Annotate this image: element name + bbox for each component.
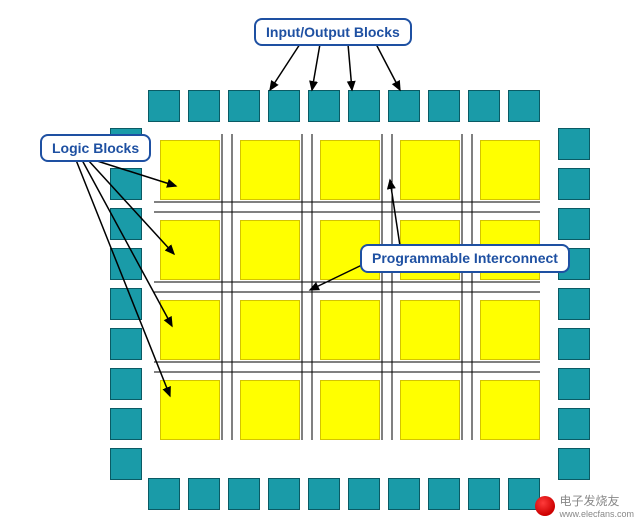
- elecfans-logo-icon: [535, 496, 555, 516]
- logic-block: [320, 380, 380, 440]
- logic-block: [480, 140, 540, 200]
- logic-block: [320, 140, 380, 200]
- label-io-blocks: Input/Output Blocks: [254, 18, 412, 46]
- logic-block: [480, 300, 540, 360]
- logic-block: [240, 220, 300, 280]
- label-programmable-interconnect: Programmable Interconnect: [360, 244, 570, 273]
- logic-block: [160, 300, 220, 360]
- logic-block: [160, 380, 220, 440]
- watermark-url: www.elecfans.com: [559, 509, 634, 519]
- logic-block: [400, 300, 460, 360]
- logic-block: [240, 300, 300, 360]
- logic-block: [400, 140, 460, 200]
- logic-block: [480, 380, 540, 440]
- logic-block: [240, 140, 300, 200]
- logic-block: [400, 380, 460, 440]
- logic-block: [320, 300, 380, 360]
- logic-block: [160, 220, 220, 280]
- watermark: 电子发烧友 www.elecfans.com: [535, 492, 634, 519]
- watermark-text: 电子发烧友: [559, 492, 634, 509]
- label-interconnect-text: Programmable Interconnect: [372, 250, 558, 266]
- logic-block: [160, 140, 220, 200]
- logic-block: [240, 380, 300, 440]
- label-logic-blocks: Logic Blocks: [40, 134, 151, 162]
